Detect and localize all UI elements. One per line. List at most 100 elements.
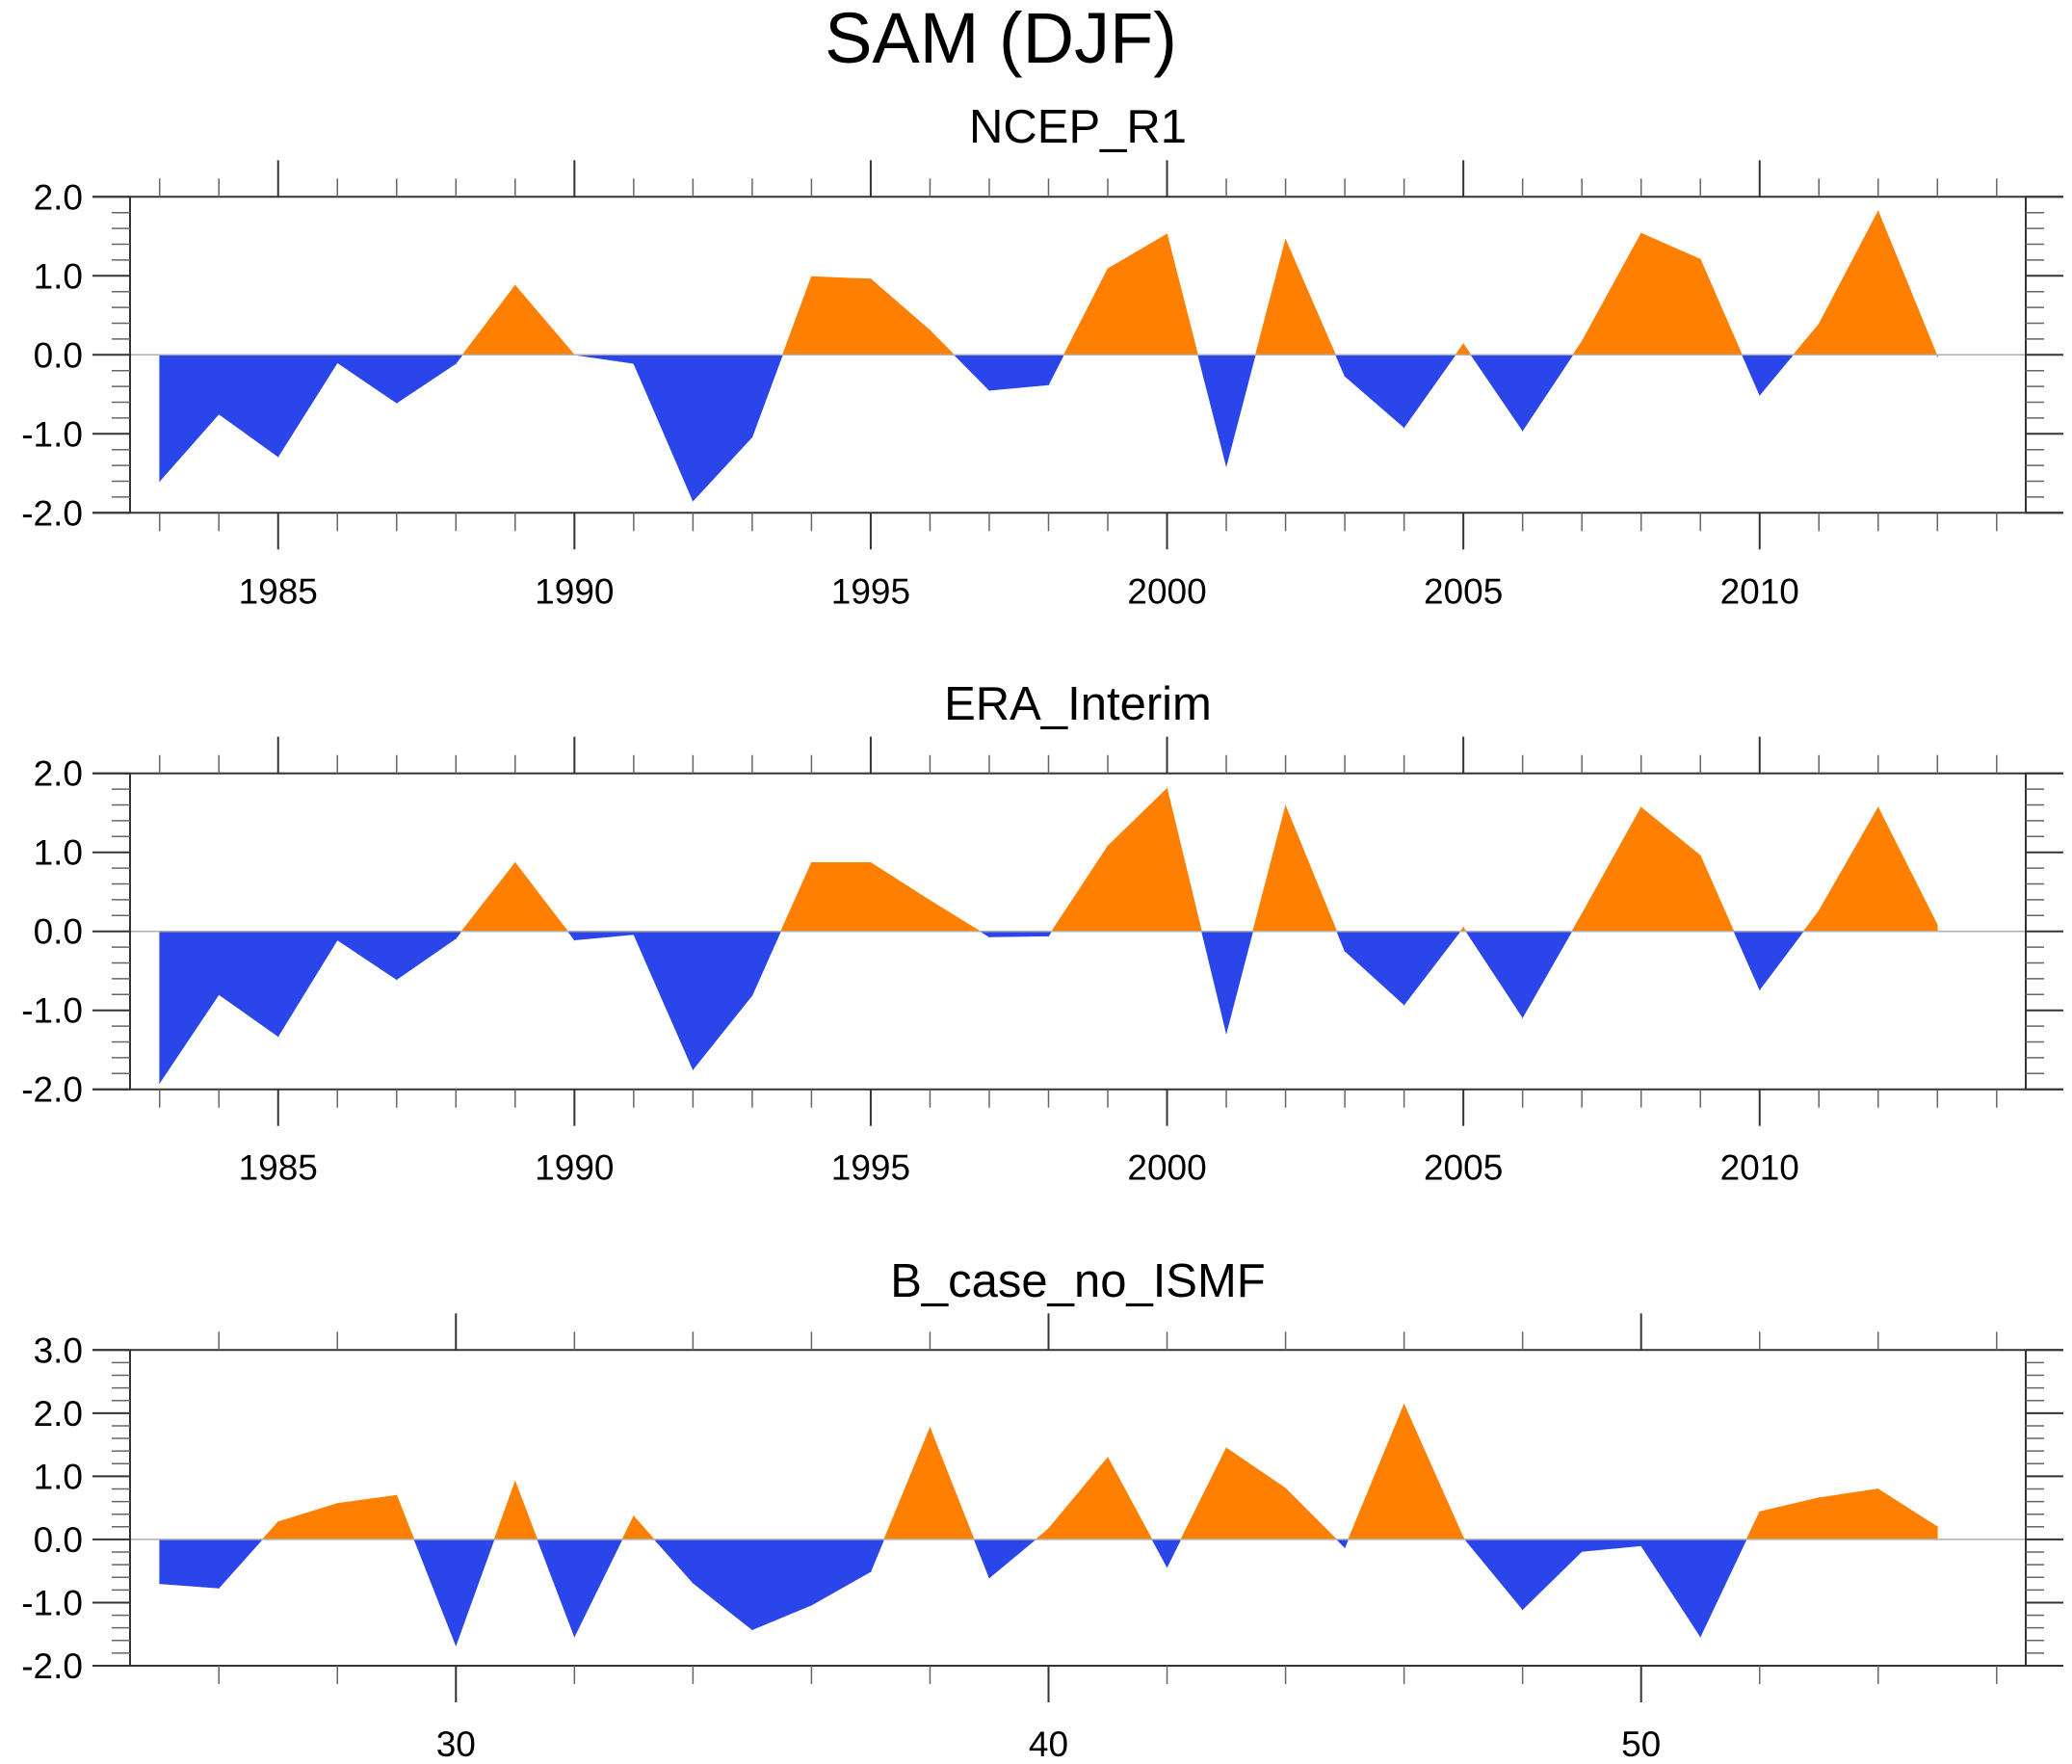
data-point — [1640, 1544, 1642, 1546]
figure-title: SAM (DJF) — [825, 0, 1177, 78]
data-point — [929, 329, 931, 331]
y-tick-label: 1.0 — [34, 256, 83, 296]
data-point — [1462, 1537, 1464, 1539]
data-point — [1640, 806, 1642, 808]
data-point — [159, 1583, 161, 1585]
data-point — [870, 1570, 872, 1572]
data-point — [810, 1604, 812, 1606]
data-point — [1107, 1457, 1109, 1459]
data-point — [1403, 1004, 1405, 1006]
data-point — [633, 934, 635, 935]
y-tick-label: -1.0 — [21, 414, 83, 454]
area-fills — [159, 210, 1938, 502]
data-point — [1285, 804, 1287, 806]
x-tick-label: 1985 — [239, 1148, 318, 1188]
axes: -2.0 -1.0 0.0 1.0 2.0 3.0 30 40 50 — [21, 1313, 2063, 1764]
data-point — [336, 362, 338, 363]
data-point — [277, 456, 279, 458]
data-point — [277, 1521, 279, 1523]
data-point — [159, 1082, 161, 1084]
data-point — [1818, 909, 1820, 911]
data-point — [751, 1629, 753, 1631]
negative-area — [159, 1539, 220, 1589]
x-tick-label: 50 — [1621, 1725, 1661, 1764]
data-point — [514, 1481, 516, 1483]
data-point — [514, 861, 516, 863]
y-tick-label: 1.0 — [34, 1457, 83, 1496]
data-point — [1048, 935, 1049, 937]
data-point — [1225, 1032, 1227, 1034]
data-point — [810, 276, 812, 277]
x-tick-label: 2000 — [1127, 1148, 1206, 1188]
data-point — [455, 362, 457, 364]
data-point — [396, 979, 398, 981]
data-point — [1048, 383, 1049, 385]
y-tick-label: 0.0 — [34, 335, 83, 375]
data-point — [1877, 806, 1879, 808]
x-tick-label: 1995 — [831, 571, 910, 611]
data-point — [633, 1515, 635, 1517]
negative-area — [988, 931, 1049, 937]
y-tick-label: -2.0 — [21, 493, 83, 533]
y-tick-label: 0.0 — [34, 912, 83, 952]
area-fills — [159, 787, 1938, 1085]
data-point — [929, 1427, 931, 1429]
data-point — [1462, 927, 1464, 929]
y-tick-label: 2.0 — [34, 177, 83, 217]
x-tick-label: 2000 — [1127, 571, 1206, 611]
data-point — [1344, 1546, 1346, 1548]
x-tick-label: 2005 — [1424, 571, 1503, 611]
data-point — [929, 900, 931, 902]
data-point — [1522, 430, 1524, 432]
data-point — [1877, 210, 1879, 212]
data-point — [455, 937, 457, 939]
data-point — [1936, 924, 1938, 926]
data-point — [396, 1494, 398, 1496]
data-point — [810, 861, 812, 863]
data-point — [1344, 375, 1346, 377]
data-points — [159, 1404, 1938, 1646]
data-point — [870, 278, 872, 280]
data-point — [1522, 1016, 1524, 1018]
data-point — [751, 994, 753, 996]
data-point — [1344, 950, 1346, 952]
data-point — [218, 413, 220, 415]
data-point — [1462, 343, 1464, 345]
data-point — [692, 500, 694, 502]
data-point — [1107, 268, 1109, 270]
data-point — [988, 935, 990, 937]
y-tick-label: 2.0 — [34, 754, 83, 794]
panel-era-interim: ERA_Interim -2.0 -1.0 0.0 1.0 2.0 1985 1990 199… — [21, 678, 2063, 1188]
data-point — [633, 362, 635, 364]
positive-area — [811, 862, 872, 933]
data-point — [1581, 913, 1583, 915]
data-point — [218, 993, 220, 995]
panel-title: NCEP_R1 — [969, 101, 1187, 153]
data-points — [159, 787, 1938, 1084]
y-tick-label: 2.0 — [34, 1394, 83, 1434]
x-tick-label: 2010 — [1720, 1148, 1799, 1188]
y-tick-label: -2.0 — [21, 1070, 83, 1110]
data-point — [1581, 1550, 1583, 1552]
data-point — [1699, 855, 1701, 856]
panel-b-case-no-ismf: B_case_no_ISMF -2.0 -1.0 0.0 1.0 2.0 3.0 30 40 5… — [21, 1255, 2063, 1764]
data-point — [514, 284, 516, 286]
x-tick-label: 1990 — [535, 571, 614, 611]
data-point — [988, 1577, 990, 1579]
data-point — [1403, 427, 1405, 429]
positive-area — [1818, 1488, 1879, 1540]
data-point — [218, 1587, 220, 1589]
data-point — [277, 1036, 279, 1038]
x-tick-label: 40 — [1029, 1725, 1068, 1764]
data-point — [1225, 465, 1227, 467]
data-point — [1048, 1528, 1049, 1530]
panel-title: ERA_Interim — [944, 678, 1212, 730]
data-point — [1225, 1447, 1227, 1449]
data-point — [1107, 845, 1109, 847]
data-point — [1877, 1488, 1879, 1489]
y-tick-label: 1.0 — [34, 833, 83, 873]
data-point — [1522, 1609, 1524, 1611]
data-point — [336, 939, 338, 941]
